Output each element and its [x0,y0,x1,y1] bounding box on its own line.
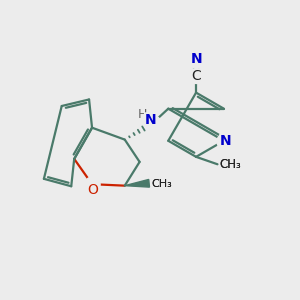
Text: C: C [191,69,201,83]
Point [194,74,199,79]
Point [194,59,199,64]
Text: O: O [87,183,98,197]
Text: N: N [220,134,232,148]
Text: CH₃: CH₃ [220,158,242,171]
Text: O: O [87,183,98,197]
Text: CH₃: CH₃ [152,179,172,189]
Point [90,182,94,187]
Text: CH₃: CH₃ [152,179,172,189]
Text: H: H [138,108,147,121]
Point [221,138,226,143]
Text: N: N [145,113,156,127]
Polygon shape [125,179,149,187]
Text: N: N [220,134,232,148]
Text: H: H [138,108,147,121]
Point [150,121,155,125]
Text: CH₃: CH₃ [220,158,242,171]
Text: C: C [191,69,201,83]
Text: N: N [190,52,202,66]
Text: N: N [145,113,156,127]
Text: N: N [190,52,202,66]
